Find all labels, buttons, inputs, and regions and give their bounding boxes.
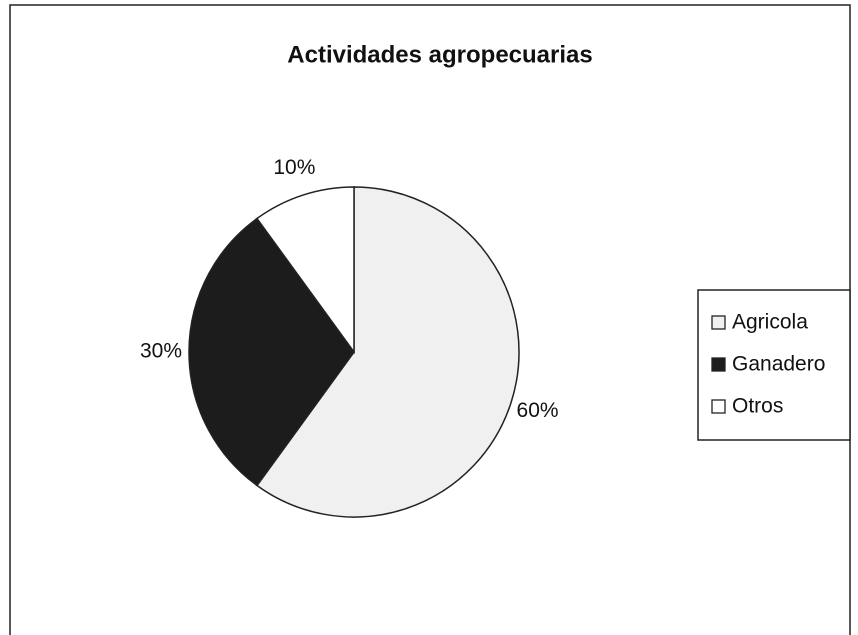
data-label: 60%	[517, 399, 559, 422]
legend-swatch	[711, 315, 726, 330]
chart-title: Actividades agropecuarias	[287, 41, 592, 68]
legend-swatch	[711, 399, 726, 414]
data-label: 30%	[140, 340, 182, 363]
pie-slice	[188, 217, 355, 487]
data-label: 10%	[273, 156, 315, 179]
legend-label: Otros	[732, 395, 783, 418]
legend-label: Agricola	[732, 311, 808, 334]
legend-label: Ganadero	[732, 353, 825, 376]
pie-slice	[255, 186, 520, 518]
pie-slice	[255, 186, 355, 355]
legend-swatch	[711, 357, 726, 372]
